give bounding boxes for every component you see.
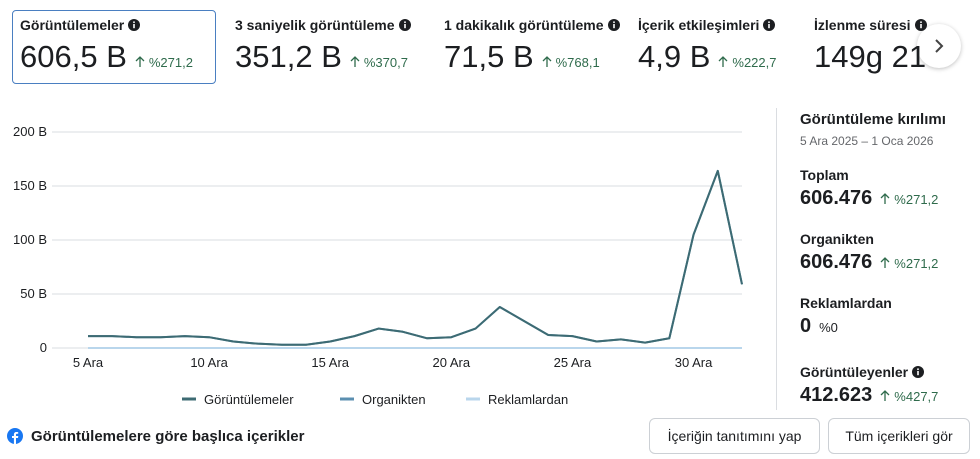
up-arrow (542, 56, 552, 67)
metric-change: %271,2 (148, 55, 193, 70)
chart: 0 50 B 100 B 150 B 200 B 5 Ara 10 Ara 15 Ara 20 … (13, 124, 743, 407)
metric-value: 149g 21 (814, 39, 927, 74)
metric-change: %768,1 (555, 55, 600, 70)
metric-change-wrap: %271,2 (135, 55, 193, 70)
metric-change-wrap: %222,7 (718, 55, 776, 70)
breakdown-label: Toplam (800, 167, 849, 183)
breakdown-change-wrap: %427,7 (880, 389, 938, 404)
metric-row: 606,5 B %271,2 (20, 33, 215, 75)
metric-card[interactable]: 3 saniyelik görüntüleme 351,2 B %370,7 (235, 10, 411, 91)
metric-card[interactable]: Görüntülemeler 606,5 B %271,2 (12, 10, 216, 84)
breakdown-period: 5 Ara 2025 – 1 Oca 2026 (800, 134, 934, 148)
metric-change-wrap: %768,1 (542, 55, 600, 70)
metric-value: 606,5 B (20, 39, 127, 74)
y-tick-label: 150 B (13, 178, 47, 193)
metric-value: 351,2 B (235, 39, 342, 74)
metric-row: 149g 21 (814, 33, 927, 75)
metric-card[interactable]: İçerik etkileşimleri 4,9 B %222,7 (638, 10, 776, 91)
info-icon (914, 19, 927, 31)
breakdown-row: 0 %0 (800, 315, 838, 338)
metric-value: 4,9 B (638, 39, 711, 74)
metric-change: %370,7 (363, 55, 408, 70)
metric-card[interactable]: İzlenme süresi 149g 21 (814, 10, 927, 91)
x-tick-label: 10 Ara (190, 355, 228, 370)
info-icon (607, 19, 620, 31)
metric-card[interactable]: 1 dakikalık görüntüleme 71,5 B %768,1 (444, 10, 620, 91)
info-icon (398, 19, 411, 31)
footer-title: Görüntülemelere göre başlıca içerikler (31, 428, 305, 445)
y-tick-label: 200 B (13, 124, 47, 139)
breakdown-change-wrap: %271,2 (880, 192, 938, 207)
up-arrow (880, 193, 890, 204)
breakdown-row: 606.476 %271,2 (800, 251, 938, 274)
breakdown-label: Görüntüleyenler (800, 364, 925, 380)
legend-label: Organikten (362, 392, 426, 407)
metric-value: 71,5 B (444, 39, 534, 74)
breakdown-row: 412.623 %427,7 (800, 384, 938, 407)
up-arrow (880, 257, 890, 268)
metric-change: %222,7 (732, 55, 777, 70)
up-arrow (718, 56, 728, 67)
breakdown-title: Görüntüleme kırılımı (800, 111, 946, 128)
info-icon (128, 19, 141, 31)
legend-label: Reklamlardan (488, 392, 568, 407)
breakdown-value: 606.476 (800, 251, 873, 273)
x-tick-label: 30 Ara (675, 355, 713, 370)
breakdown-change-wrap: %271,2 (880, 256, 938, 271)
metric-row: 351,2 B %370,7 (235, 33, 411, 75)
line-series (88, 169, 743, 346)
divider (776, 108, 777, 410)
metric-label: İzlenme süresi (814, 17, 927, 33)
next-button[interactable] (917, 24, 961, 68)
metric-label: 3 saniyelik görüntüleme (235, 17, 411, 33)
breakdown-change: %271,2 (894, 192, 939, 207)
breakdown-row: 606.476 %271,2 (800, 187, 938, 210)
breakdown-value: 0 (800, 315, 812, 337)
chevron-icon (935, 39, 944, 53)
up-arrow (350, 56, 360, 67)
breakdown-change: %0 (819, 320, 838, 335)
breakdown-change: %427,7 (894, 389, 939, 404)
line-series (88, 169, 743, 346)
facebook-icon (7, 428, 23, 444)
breakdown-change: %271,2 (894, 256, 939, 271)
see-all-button[interactable]: Tüm içerikleri gör (828, 418, 970, 454)
y-tick-label: 0 (40, 340, 47, 355)
metric-label: 1 dakikalık görüntüleme (444, 17, 620, 33)
metric-row: 4,9 B %222,7 (638, 33, 776, 75)
legend-label: Görüntülemeler (204, 392, 294, 407)
x-tick-label: 25 Ara (554, 355, 592, 370)
breakdown-value: 606.476 (800, 187, 873, 209)
up-arrow (135, 56, 145, 67)
x-tick-label: 5 Ara (73, 355, 104, 370)
metric-row: 71,5 B %768,1 (444, 33, 620, 75)
promote-button[interactable]: İçeriğin tanıtımını yap (649, 418, 820, 454)
up-arrow (880, 390, 890, 401)
y-tick-label: 50 B (20, 286, 47, 301)
breakdown-label: Reklamlardan (800, 295, 892, 311)
y-tick-label: 100 B (13, 232, 47, 247)
info-icon (763, 19, 776, 31)
metric-label: İçerik etkileşimleri (638, 17, 776, 33)
x-tick-label: 15 Ara (311, 355, 349, 370)
info-icon (912, 366, 925, 378)
metric-change-wrap: %370,7 (350, 55, 408, 70)
metric-label: Görüntülemeler (20, 17, 215, 33)
breakdown-value: 412.623 (800, 384, 873, 406)
x-tick-label: 20 Ara (433, 355, 471, 370)
breakdown-label: Organikten (800, 231, 874, 247)
